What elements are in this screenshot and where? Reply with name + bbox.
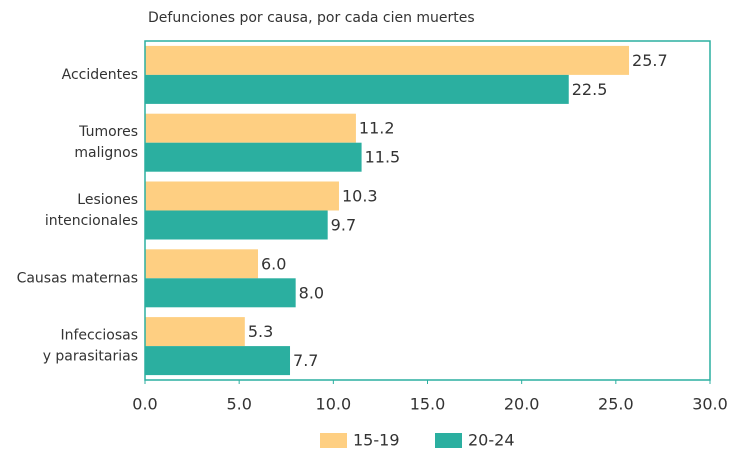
y-tick-label: Accidentes xyxy=(62,67,138,83)
x-tick-label: 15.0 xyxy=(410,395,446,414)
bar xyxy=(145,278,296,308)
legend-label: 20-24 xyxy=(468,431,515,450)
plot-frame xyxy=(144,40,711,381)
y-tick-label: malignos xyxy=(74,145,138,161)
y-tick-label: y parasitarias xyxy=(43,349,138,365)
legend-swatch xyxy=(320,433,347,448)
value-label: 8.0 xyxy=(299,283,324,302)
bar xyxy=(145,45,630,75)
bar xyxy=(145,210,328,240)
value-label: 25.7 xyxy=(632,51,668,70)
value-label: 6.0 xyxy=(261,254,286,273)
y-tick-label: Lesiones xyxy=(77,192,138,208)
legend-swatch xyxy=(435,433,462,448)
y-tick-label: Infecciosas xyxy=(60,328,138,344)
x-tick-label: 20.0 xyxy=(504,395,540,414)
bar xyxy=(145,113,356,143)
y-tick-label: Causas maternas xyxy=(17,270,138,286)
y-tick-label: Tumores xyxy=(78,124,138,140)
bar xyxy=(145,249,258,279)
value-label: 7.7 xyxy=(293,351,318,370)
x-tick-label: 30.0 xyxy=(692,395,728,414)
value-label: 11.2 xyxy=(359,119,395,138)
y-tick-label: intencionales xyxy=(45,213,138,229)
value-label: 10.3 xyxy=(342,187,378,206)
value-label: 9.7 xyxy=(331,216,356,235)
legend-label: 15-19 xyxy=(353,431,400,450)
value-label: 22.5 xyxy=(572,80,608,99)
x-tick-label: 5.0 xyxy=(226,395,251,414)
x-tick-label: 0.0 xyxy=(132,395,157,414)
value-label: 11.5 xyxy=(365,148,401,167)
x-tick-label: 25.0 xyxy=(598,395,634,414)
bar xyxy=(145,74,569,104)
value-label: 5.3 xyxy=(248,322,273,341)
bar xyxy=(145,142,362,172)
bar xyxy=(145,181,339,211)
x-tick-label: 10.0 xyxy=(316,395,352,414)
bar xyxy=(145,317,245,347)
chart-title: Defunciones por causa, por cada cien mue… xyxy=(148,10,475,26)
bar xyxy=(145,346,291,376)
